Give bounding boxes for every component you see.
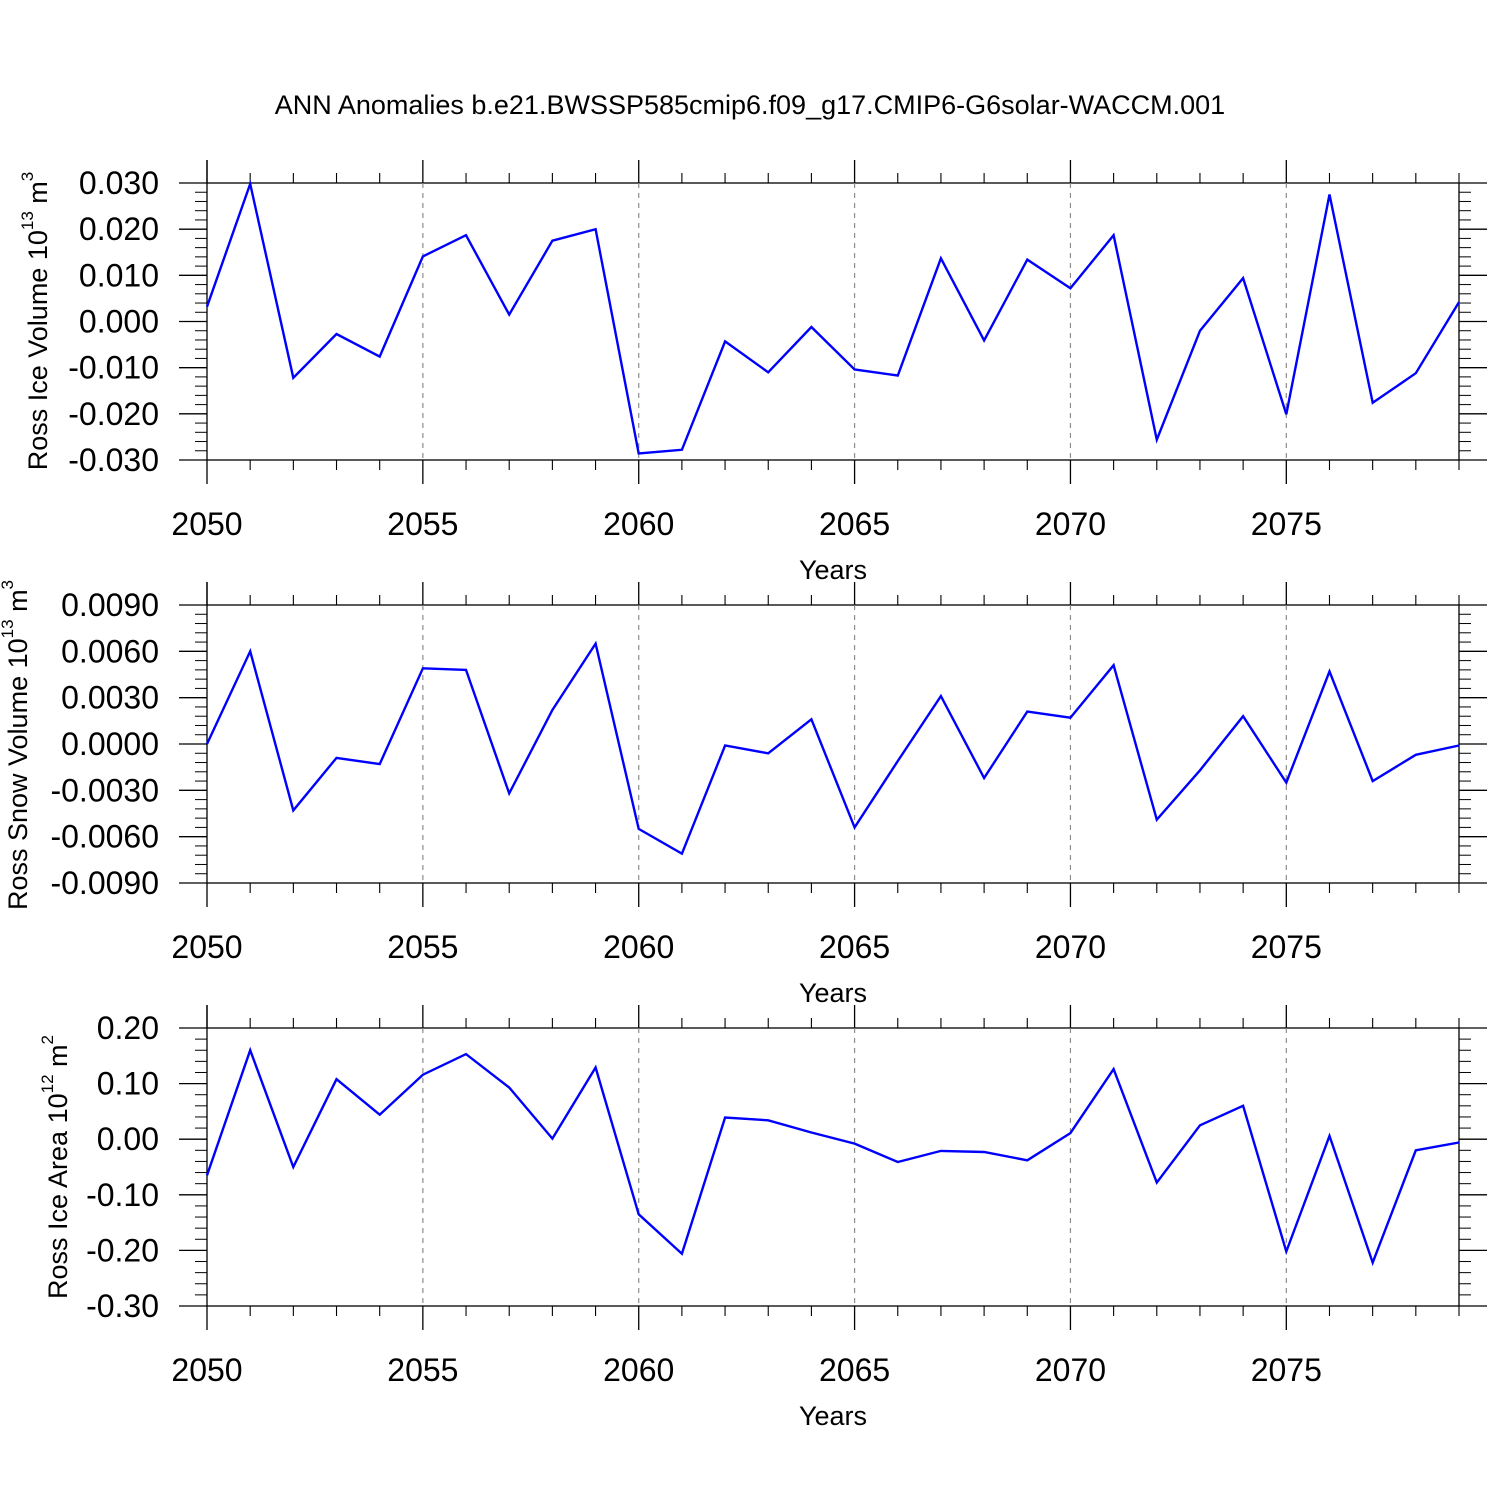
y-axis-unit-exponent: 12 — [38, 1074, 57, 1093]
y-axis-unit-exponent: 2 — [38, 1035, 57, 1044]
y-tick-label: -0.30 — [86, 1288, 159, 1324]
y-tick-label: 0.20 — [97, 1010, 159, 1046]
x-tick-label: 2050 — [171, 1352, 242, 1388]
x-tick-label: 2060 — [603, 1352, 674, 1388]
x-tick-label: 2055 — [387, 506, 458, 542]
x-tick-label: 2070 — [1035, 1352, 1106, 1388]
x-tick-label: 2065 — [819, 506, 890, 542]
figure-title: ANN Anomalies b.e21.BWSSP585cmip6.f09_g1… — [274, 90, 1226, 120]
y-tick-label: 0.020 — [79, 211, 159, 247]
plot-frame — [206, 1027, 1460, 1307]
y-axis-title-part: 10 — [43, 1093, 73, 1123]
y-tick-label: 0.010 — [79, 257, 159, 293]
y-tick-label: -0.030 — [68, 442, 159, 478]
y-axis-title-part: Ross Ice Area — [43, 1123, 73, 1299]
y-axis-title-part: 10 — [23, 230, 53, 260]
y-axis-title-part: 10 — [3, 638, 33, 668]
series-line — [205, 179, 1461, 455]
x-axis-title: Years — [799, 978, 867, 1008]
y-tick-label: -0.0090 — [50, 865, 159, 901]
y-tick-label: -0.0060 — [50, 819, 159, 855]
y-axis-title: Ross Ice Volume 1013 m3 — [18, 172, 53, 471]
x-tick-label: 2065 — [819, 929, 890, 965]
x-tick-label: 2055 — [387, 1352, 458, 1388]
x-tick-label: 2060 — [603, 929, 674, 965]
x-tick-label: 2055 — [387, 929, 458, 965]
y-tick-label: 0.0060 — [61, 633, 159, 669]
x-tick-label: 2070 — [1035, 929, 1106, 965]
y-tick-label: 0.10 — [97, 1066, 159, 1102]
y-tick-label: -0.020 — [68, 396, 159, 432]
x-tick-label: 2050 — [171, 929, 242, 965]
y-tick-label: 0.0090 — [61, 587, 159, 623]
y-tick-label: -0.010 — [68, 350, 159, 386]
y-axis-title-part: Ross Ice Volume — [23, 260, 53, 470]
panel-1: 2050 2055 2060 2065 2070 2075 Years 0.030 0.020 0… — [18, 160, 1487, 585]
y-axis-title: Ross Snow Volume 1013 m3 — [0, 580, 33, 910]
y-axis-unit-exponent: 3 — [18, 172, 37, 181]
y-tick-label: 0.0030 — [61, 680, 159, 716]
series-line — [205, 1046, 1460, 1267]
y-axis-unit-exponent: 13 — [0, 619, 17, 638]
y-tick-label: -0.0030 — [50, 772, 159, 808]
y-axis-title-part: m — [3, 589, 33, 619]
x-tick-label: 2050 — [171, 506, 242, 542]
plot-frame — [206, 604, 1460, 884]
y-axis-title-part: m — [43, 1044, 73, 1074]
y-tick-label: 0.0000 — [61, 726, 159, 762]
x-tick-label: 2070 — [1035, 506, 1106, 542]
x-tick-label: 2075 — [1251, 506, 1322, 542]
x-axis-title: Years — [799, 555, 867, 585]
y-axis-title-part: m — [23, 181, 53, 211]
x-tick-label: 2060 — [603, 506, 674, 542]
x-tick-label: 2065 — [819, 1352, 890, 1388]
x-tick-label: 2075 — [1251, 929, 1322, 965]
y-axis-unit-exponent: 13 — [18, 211, 37, 230]
y-tick-label: -0.20 — [86, 1232, 159, 1268]
y-tick-label: 0.000 — [79, 304, 159, 340]
panel-2: 2050 2055 2060 2065 2070 2075 Years 0.0090 0.006… — [0, 580, 1487, 1008]
y-tick-label: -0.10 — [86, 1177, 159, 1213]
y-axis-title-part: Ross Snow Volume — [3, 668, 33, 910]
panel-3: 2050 2055 2060 2065 2070 2075 Years 0.20 0.10 0.0… — [38, 1005, 1487, 1431]
y-axis-unit-exponent: 3 — [0, 580, 17, 589]
x-axis-title: Years — [799, 1401, 867, 1431]
y-tick-label: 0.00 — [97, 1121, 159, 1157]
y-tick-label: 0.030 — [79, 165, 159, 201]
y-axis-title: Ross Ice Area 1012 m2 — [38, 1035, 73, 1299]
series-line — [205, 640, 1460, 856]
x-tick-label: 2075 — [1251, 1352, 1322, 1388]
